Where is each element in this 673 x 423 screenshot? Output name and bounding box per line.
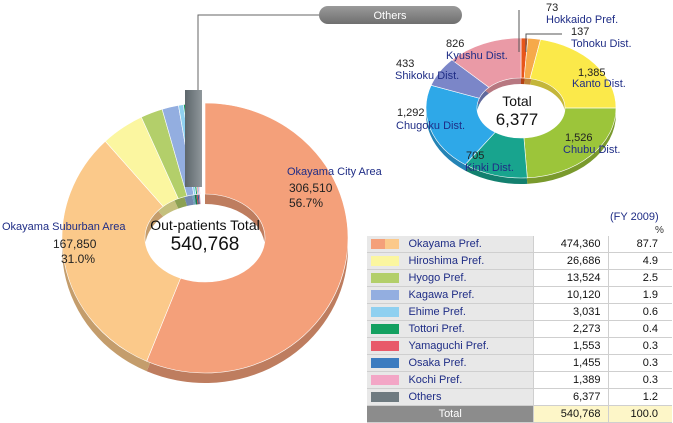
others-leader-line [197, 14, 319, 90]
city-area-pct: 56.7% [289, 196, 323, 210]
suburban-area-value: 167,850 [53, 237, 97, 251]
suburban-area-label: Okayama Suburban Area [2, 221, 126, 233]
table-row: Others 6,377 1.2 [367, 388, 672, 406]
table-row: Hyogo Pref. 13,524 2.5 [367, 269, 672, 287]
row-percent: 4.9 [608, 252, 672, 270]
row-name: Hiroshima Pref. [402, 252, 534, 270]
total-label: Total [367, 405, 534, 423]
big-donut-total: 540,768 [171, 234, 240, 255]
table-row: Tottori Pref. 2,273 0.4 [367, 320, 672, 338]
others-callout-label: Others [373, 10, 407, 22]
table-row: Osaka Pref. 1,455 0.3 [367, 354, 672, 372]
others-callout-box [319, 6, 462, 24]
legend-swatch [367, 286, 403, 304]
row-percent: 0.6 [608, 303, 672, 321]
row-name: Hyogo Pref. [402, 269, 534, 287]
row-value: 474,360 [533, 236, 609, 253]
suburban-area-pct: 31.0% [61, 252, 95, 266]
row-name: Yamaguchi Pref. [402, 337, 534, 355]
kinki-label: Kinki Dist. [465, 162, 514, 174]
total-percent: 100.0 [608, 405, 672, 423]
slice-kanto-dist- [529, 39, 617, 109]
row-percent: 87.7 [608, 236, 672, 253]
row-name: Kagawa Pref. [402, 286, 534, 304]
shikoku-value: 433 [396, 58, 414, 70]
kanto-label: Kanto Dist. [572, 78, 626, 90]
hokkaido-label: Hokkaido Pref. [546, 14, 618, 26]
legend-swatch [367, 354, 403, 372]
city-area-value: 306,510 [289, 181, 333, 195]
table-row: Kochi Pref. 1,389 0.3 [367, 371, 672, 389]
legend-swatch [367, 236, 403, 253]
legend-swatch [367, 252, 403, 270]
city-area-label: Okayama City Area [287, 166, 383, 178]
chugoku-label: Chugoku Dist. [396, 120, 465, 132]
row-percent: 0.3 [608, 337, 672, 355]
legend-swatch [367, 269, 403, 287]
kyushu-label: Kyushu Dist. [446, 50, 508, 62]
chubu-value: 1,526 [565, 132, 593, 144]
row-value: 2,273 [533, 320, 609, 338]
row-value: 1,553 [533, 337, 609, 355]
slice-okayama-suburban-area [61, 140, 181, 362]
legend-swatch [367, 371, 403, 389]
tohoku-leader [525, 33, 562, 52]
kyushu-value: 826 [446, 38, 464, 50]
row-value: 26,686 [533, 252, 609, 270]
total-value: 540,768 [533, 405, 609, 423]
tohoku-label: Tohoku Dist. [571, 38, 632, 50]
row-percent: 0.4 [608, 320, 672, 338]
row-percent: 2.5 [608, 269, 672, 287]
legend-swatch [367, 388, 403, 406]
row-name: Others [402, 388, 534, 406]
percent-header: % [655, 225, 664, 236]
row-value: 3,031 [533, 303, 609, 321]
legend-swatch [367, 303, 403, 321]
row-percent: 0.3 [608, 354, 672, 372]
row-percent: 1.2 [608, 388, 672, 406]
others-bar [185, 90, 202, 187]
table-row: Hiroshima Pref. 26,686 4.9 [367, 252, 672, 270]
slice-okayama-city-area [146, 102, 349, 374]
others-breakdown-donut [425, 37, 617, 184]
row-percent: 0.3 [608, 371, 672, 389]
small-donut-title: Total [502, 93, 532, 109]
row-name: Osaka Pref. [402, 354, 534, 372]
legend-swatch [367, 320, 403, 338]
tohoku-value: 137 [571, 26, 589, 38]
table-row: Okayama Pref. 474,360 87.7 [367, 236, 672, 253]
hokkaido-value: 73 [546, 2, 558, 14]
small-donut-total: 6,377 [496, 110, 539, 129]
table-row: Yamaguchi Pref. 1,553 0.3 [367, 337, 672, 355]
chugoku-value: 1,292 [397, 107, 425, 119]
row-percent: 1.9 [608, 286, 672, 304]
kinki-value: 705 [466, 150, 484, 162]
chubu-label: Chubu Dist. [563, 144, 620, 156]
shikoku-label: Shikoku Dist. [395, 70, 459, 82]
row-value: 6,377 [533, 388, 609, 406]
row-value: 1,455 [533, 354, 609, 372]
row-name: Tottori Pref. [402, 320, 534, 338]
row-value: 10,120 [533, 286, 609, 304]
kanto-value: 1,385 [578, 67, 606, 79]
prefecture-table: Okayama Pref. 474,360 87.7 Hiroshima Pref. 2… [367, 236, 672, 423]
big-donut-title: Out-patients Total [150, 217, 259, 233]
row-value: 13,524 [533, 269, 609, 287]
row-name: Kochi Pref. [402, 371, 534, 389]
fiscal-year-label: (FY 2009) [610, 211, 659, 223]
table-row: Kagawa Pref. 10,120 1.9 [367, 286, 672, 304]
row-name: Ehime Pref. [402, 303, 534, 321]
table-total-row: Total 540,768 100.0 [367, 405, 672, 423]
row-name: Okayama Pref. [402, 236, 534, 253]
slice-kyushu-dist- [451, 37, 522, 88]
row-value: 1,389 [533, 371, 609, 389]
table-row: Ehime Pref. 3,031 0.6 [367, 303, 672, 321]
slice-chubu-dist- [523, 107, 617, 179]
outpatients-donut [61, 102, 349, 383]
legend-swatch [367, 337, 403, 355]
